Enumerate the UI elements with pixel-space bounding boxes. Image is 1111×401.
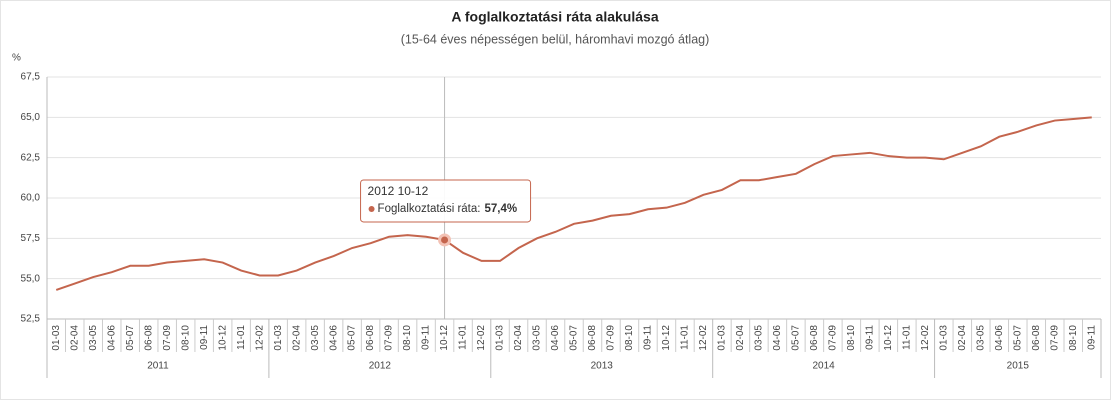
x-tick-label: 02-04	[735, 325, 746, 351]
x-tick-label: 05-07	[347, 325, 358, 351]
x-tick-label: 03-05	[88, 325, 99, 351]
x-tick-label: 01-03	[938, 325, 949, 351]
x-tick-label: 10-12	[439, 325, 450, 351]
x-tick-label: 07-09	[828, 325, 839, 351]
x-tick-label: 03-05	[754, 325, 765, 351]
hover-point	[438, 233, 452, 247]
group-label: 2012	[369, 361, 392, 372]
x-tick-label: 06-08	[1031, 325, 1042, 351]
group-label: 2011	[147, 361, 169, 372]
y-tick-label: 62,5	[21, 152, 41, 163]
x-tick-label: 06-08	[587, 325, 598, 351]
x-tick-label: 10-12	[217, 325, 228, 351]
x-tick-label: 01-03	[273, 325, 284, 351]
x-tick-label: 08-10	[180, 325, 191, 351]
group-label: 2014	[813, 361, 836, 372]
tooltip-value: 57,4%	[484, 203, 517, 215]
y-tick-label: 52,5	[21, 314, 41, 325]
x-tick-label: 08-10	[624, 325, 635, 351]
x-tick-label: 09-11	[199, 325, 210, 350]
tooltip-series: Foglalkoztatási ráta:	[378, 203, 481, 215]
x-tick-label: 01-03	[51, 325, 62, 351]
x-tick-label: 05-07	[1012, 325, 1023, 351]
tooltip-dot	[368, 205, 375, 212]
tooltip-box	[360, 179, 532, 223]
x-tick-label: 04-06	[550, 325, 561, 351]
x-tick-label: 12-02	[254, 325, 265, 351]
x-tick-label: 02-04	[69, 325, 80, 351]
chart-title: A foglalkoztatási ráta alakulása	[451, 9, 658, 25]
y-tick-label: 65,0	[21, 112, 41, 123]
x-tick-label: 03-05	[532, 325, 543, 351]
x-tick-label: 03-05	[310, 325, 321, 351]
x-tick-label: 04-06	[328, 325, 339, 351]
tooltip-title: 2012 10-12	[368, 184, 429, 198]
x-tick-label: 07-09	[162, 325, 173, 351]
group-label: 2015	[1007, 361, 1030, 372]
x-tick-label: 05-07	[791, 325, 802, 351]
x-tick-label: 11-01	[458, 325, 469, 350]
x-tick-label: 03-05	[975, 325, 986, 351]
x-tick-label: 02-04	[957, 325, 968, 351]
y-tick-label: 57,5	[21, 233, 41, 244]
x-tick-label: 06-08	[365, 325, 376, 351]
x-tick-label: 06-08	[809, 325, 820, 351]
x-tick-label: 07-09	[1049, 325, 1060, 351]
x-tick-label: 04-06	[994, 325, 1005, 351]
y-tick-label: 55,0	[21, 273, 41, 284]
x-tick-label: 01-03	[495, 325, 506, 351]
x-tick-label: 12-02	[698, 325, 709, 351]
x-tick-label: 04-06	[106, 325, 117, 351]
x-tick-label: 10-12	[883, 325, 894, 351]
x-tick-label: 07-09	[606, 325, 617, 351]
y-tick-label: 60,0	[21, 193, 41, 204]
tooltip-label: Foglalkoztatási ráta: 57,4%	[378, 203, 518, 215]
series-line	[55, 116, 1092, 291]
x-tick-label: 06-08	[143, 325, 154, 351]
x-tick-label: 07-09	[384, 325, 395, 351]
x-tick-label: 11-01	[680, 325, 691, 350]
x-tick-label: 05-07	[125, 325, 136, 351]
y-tick-label: 67,5	[21, 72, 41, 83]
x-tick-label: 12-02	[476, 325, 487, 351]
x-tick-label: 02-04	[513, 325, 524, 351]
x-tick-label: 09-11	[865, 325, 876, 350]
x-tick-label: 09-11	[1086, 325, 1097, 350]
x-tick-label: 10-12	[661, 325, 672, 351]
group-label: 2013	[591, 361, 614, 372]
x-tick-label: 08-10	[1068, 325, 1079, 351]
x-tick-label: 09-11	[643, 325, 654, 350]
y-unit: %	[12, 53, 21, 64]
x-tick-label: 01-03	[717, 325, 728, 351]
x-tick-label: 08-10	[846, 325, 857, 351]
x-tick-label: 05-07	[569, 325, 580, 351]
chart-subtitle: (15-64 éves népességen belül, háromhavi …	[401, 32, 710, 46]
x-tick-label: 11-01	[901, 325, 912, 350]
x-tick-label: 08-10	[402, 325, 413, 351]
x-tick-label: 12-02	[920, 325, 931, 351]
x-tick-label: 11-01	[236, 325, 247, 350]
x-tick-label: 04-06	[772, 325, 783, 351]
x-tick-label: 09-11	[421, 325, 432, 350]
x-tick-label: 02-04	[291, 325, 302, 351]
